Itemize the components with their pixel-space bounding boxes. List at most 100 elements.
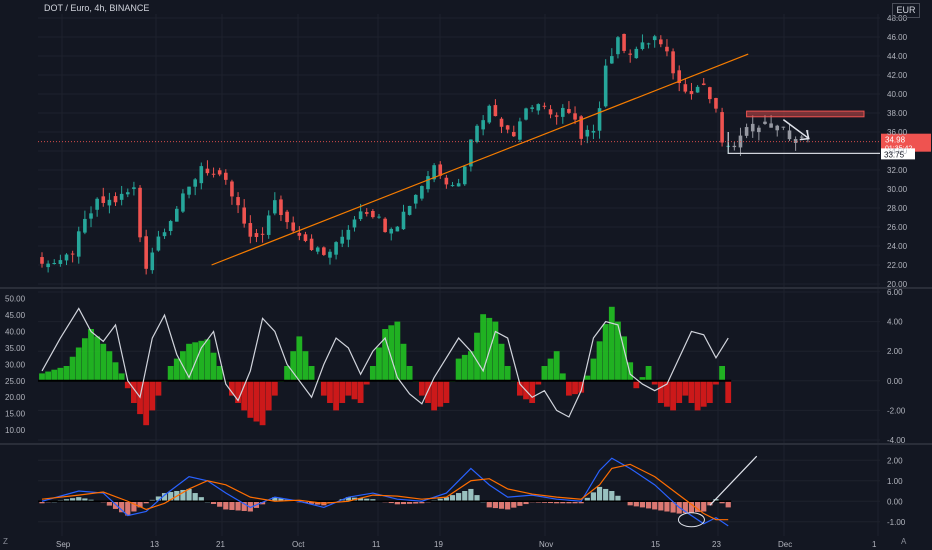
candle-body (205, 168, 210, 174)
macd-line (41, 457, 729, 527)
candle-body (487, 105, 492, 123)
candle-body (248, 223, 253, 237)
timezone-toggle[interactable]: Z (3, 537, 8, 546)
osc-histogram-bar (602, 324, 609, 381)
osc-histogram-bar (149, 380, 156, 411)
macd-histogram-bar (541, 501, 548, 503)
price-tick-label: 32.00 (887, 166, 908, 175)
osc-histogram-bar (81, 338, 88, 381)
candle-body (438, 164, 443, 176)
osc-histogram-bar (645, 366, 652, 381)
resistance-zone (746, 110, 865, 118)
time-tick-label: 19 (434, 540, 443, 549)
osc-histogram-bar (566, 380, 572, 396)
osc-histogram-bar (39, 373, 45, 381)
candle-body (524, 108, 528, 120)
osc-histogram-bar (167, 366, 174, 381)
macd-histogram-bar (578, 501, 584, 504)
osc-histogram-bar (541, 366, 548, 381)
osc-left-tick-label: 25.00 (5, 377, 26, 386)
macd-histogram-bar (119, 501, 125, 513)
osc-histogram-bar (578, 380, 585, 393)
osc-histogram-bar (682, 380, 689, 396)
macd-histogram-bar (394, 501, 400, 505)
auto-scale-toggle[interactable]: A (901, 537, 907, 546)
macd-histogram-bar (523, 501, 529, 505)
osc-histogram-bar (608, 306, 615, 381)
macd-histogram-bar (719, 501, 725, 504)
time-tick-label: Nov (539, 540, 553, 549)
price-tick-label: 28.00 (887, 204, 908, 213)
currency-button[interactable]: EUR (892, 3, 920, 18)
candle-body (346, 229, 351, 240)
arrow-shaft (782, 119, 809, 139)
osc-histogram-bar (700, 380, 707, 407)
candle-body (787, 130, 792, 140)
osc-histogram-bar (112, 362, 119, 381)
price-tick-label: 24.00 (887, 242, 908, 251)
osc-histogram-bar (719, 366, 725, 381)
macd-histogram-bar (566, 501, 572, 504)
osc-histogram-bar (253, 380, 260, 422)
osc-left-tick-label: 20.00 (5, 393, 26, 402)
macd-histogram-bar (370, 499, 376, 502)
candle-body (297, 232, 302, 236)
macd-histogram-bar (155, 496, 162, 502)
macd-histogram-bar (505, 501, 511, 510)
candle-body (352, 219, 357, 228)
candle-body (530, 107, 534, 109)
macd-histogram-bar (492, 501, 498, 509)
osc-histogram-bar (75, 347, 82, 381)
price-tick-label: 48.00 (887, 14, 908, 23)
macd-histogram-bar (713, 499, 719, 502)
macd-histogram-bar (658, 501, 664, 511)
osc-histogram-bar (394, 321, 401, 381)
symbol-title[interactable]: DOT / Euro, 4h, BINANCE (44, 3, 150, 13)
macd-histogram-bar (192, 493, 198, 502)
macd-histogram-bar (345, 497, 351, 502)
candle-body (720, 112, 724, 143)
osc-histogram-bar (320, 380, 327, 396)
macd-histogram-bar (633, 501, 639, 507)
price-tick-label: 30.00 (887, 185, 908, 194)
macd-histogram-bar (168, 492, 174, 502)
osc-histogram-bar (431, 380, 438, 411)
macd-histogram-bar (76, 497, 82, 502)
candle-body (646, 43, 651, 45)
candle-body (383, 218, 387, 233)
candle-body (162, 232, 167, 237)
osc-histogram-bar (694, 380, 701, 411)
macd-histogram-bar (443, 497, 449, 502)
osc-histogram-bar (615, 321, 621, 381)
macd-histogram-bar (419, 501, 425, 504)
candle-body (554, 115, 559, 117)
candle-body (89, 213, 93, 219)
osc-histogram-bar (57, 367, 64, 381)
candle-body (560, 107, 565, 117)
macd-histogram-bar (664, 501, 670, 512)
level-label: 33.75 (884, 150, 905, 159)
macd-histogram-bar (82, 498, 88, 502)
osc-histogram-bar (290, 351, 297, 381)
candle-body (542, 105, 547, 107)
osc-histogram-bar (633, 380, 640, 389)
trendline (211, 53, 749, 266)
osc-histogram-bar (106, 351, 113, 381)
macd-histogram-bar (407, 501, 413, 504)
macd-histogram-bar (88, 499, 94, 502)
candle-body (58, 260, 63, 264)
candle-body (744, 127, 749, 136)
highlight-ellipse (677, 512, 705, 528)
candle-body (548, 109, 553, 115)
osc-histogram-bar (94, 336, 101, 381)
osc-histogram-bar (118, 373, 125, 381)
osc-histogram-bar (498, 343, 505, 381)
osc-histogram-bar (265, 380, 272, 411)
candle-body (499, 118, 504, 127)
candle-body (273, 200, 277, 214)
osc-histogram-bar (547, 358, 554, 381)
candle-body (695, 86, 700, 93)
macd-histogram-bar (198, 497, 204, 502)
osc-histogram-bar (45, 371, 52, 381)
